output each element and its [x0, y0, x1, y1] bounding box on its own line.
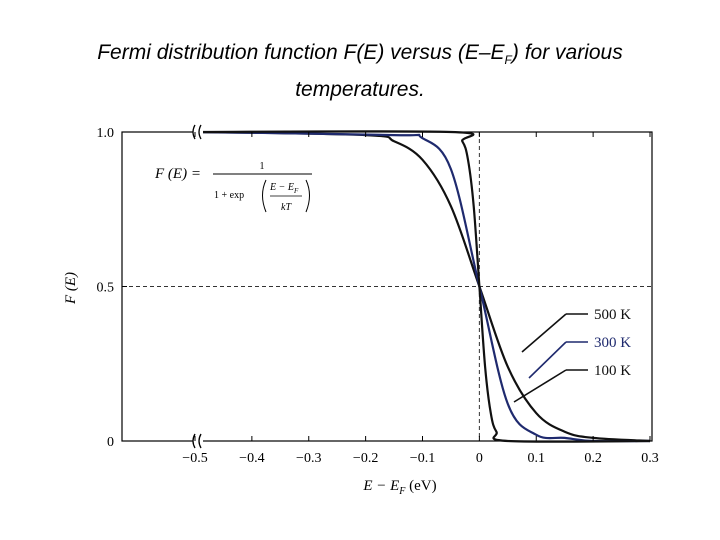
axis-break-mask-0	[193, 125, 203, 139]
legend: 500 K 300 K 100 K	[513, 307, 631, 403]
axis-break-mask-1	[193, 434, 203, 448]
x-tick-label: 0.1	[528, 451, 546, 466]
legend-pointer-300k	[528, 341, 567, 379]
axis-break-mark-0	[192, 124, 202, 140]
x-tick-label: −0.2	[353, 451, 378, 466]
formula-inner-denominator: kT	[281, 202, 292, 213]
axis-breaks	[192, 124, 203, 449]
x-tick-label: −0.5	[182, 451, 207, 466]
formula-numerator: 1	[260, 161, 265, 172]
x-tick-label: 0.2	[584, 451, 602, 466]
legend-label-300k: 300 K	[594, 335, 631, 351]
formula-denominator-prefix: 1 + exp	[214, 190, 244, 201]
legend-label-500k: 500 K	[594, 307, 631, 323]
x-tick-label: 0.3	[641, 451, 659, 466]
x-tick-label: −0.3	[296, 451, 321, 466]
y-axis-label: F (E)	[63, 272, 79, 305]
axis-break-mark-1	[192, 433, 202, 449]
formula-paren-left	[262, 179, 267, 213]
series-curves	[194, 130, 651, 443]
formula: F (E) = 1 1 + exp E − EF kT	[154, 161, 312, 213]
x-axis-ticks: −0.5 −0.4 −0.3 −0.2 −0.1 0 0.1 0.2 0.3	[182, 132, 659, 466]
x-tick-label: 0	[476, 451, 483, 466]
legend-pointer-100k	[513, 369, 567, 403]
y-tick-label: 1.0	[97, 126, 115, 141]
y-axis-ticks: 0 0.5 1.0	[97, 126, 127, 450]
legend-pointer-500k	[521, 313, 567, 353]
y-tick-label: 0	[107, 435, 114, 450]
y-tick-label: 0.5	[97, 281, 115, 296]
x-tick-label: −0.4	[239, 451, 264, 466]
chart-title: Fermi distribution function F(E) versus …	[97, 41, 623, 102]
formula-inner-numerator: E − EF	[269, 182, 299, 195]
x-tick-label: −0.1	[410, 451, 435, 466]
series-line-100k	[194, 130, 651, 443]
reference-lines	[122, 132, 652, 441]
formula-lhs: F (E) =	[154, 166, 201, 182]
x-axis-label: E − EF (eV)	[362, 478, 436, 497]
legend-label-100k: 100 K	[594, 363, 631, 379]
formula-paren-right	[305, 179, 310, 213]
